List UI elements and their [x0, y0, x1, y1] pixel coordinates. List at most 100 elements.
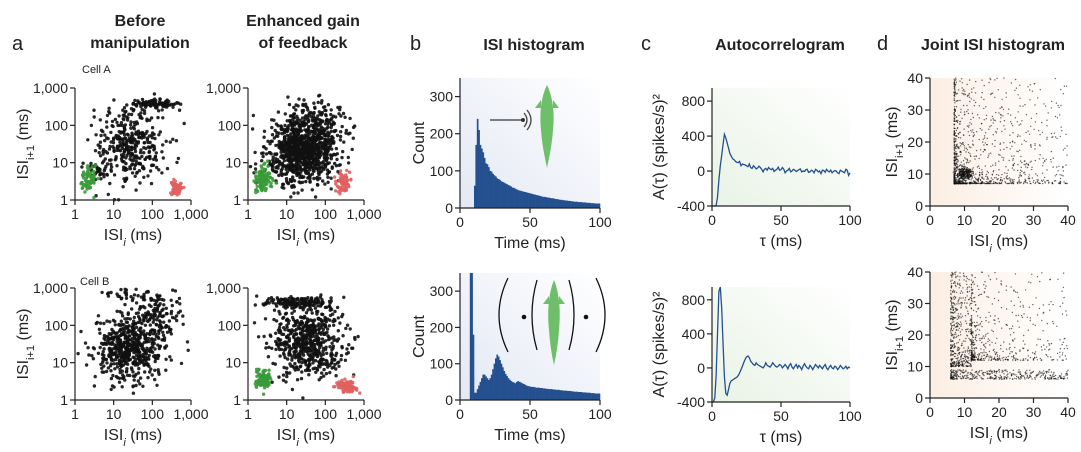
scatter-point	[1054, 180, 1057, 182]
scatter-point	[119, 364, 124, 369]
scatter-point	[1020, 169, 1022, 171]
scatter-point	[126, 311, 130, 315]
scatter-point	[299, 376, 304, 381]
scatter-point	[289, 195, 293, 199]
scatter-point	[158, 130, 162, 134]
scatter-point	[1019, 84, 1021, 87]
scatter-point	[282, 365, 286, 370]
panel-letter-c: c	[641, 33, 651, 55]
scatter-point	[254, 170, 258, 174]
scatter-point	[974, 101, 977, 104]
scatter-point	[990, 177, 993, 179]
scatter-point	[1014, 78, 1017, 81]
scatter-point	[149, 99, 153, 104]
scatter-point	[142, 151, 146, 155]
scatter-point	[969, 122, 971, 124]
scatter-point	[325, 156, 329, 160]
scatter-point	[148, 370, 152, 374]
scatter-point	[953, 97, 955, 99]
scatter-point	[1064, 147, 1066, 149]
scatter-point	[991, 92, 994, 95]
panel-letter-b: b	[410, 33, 421, 55]
scatter-point	[330, 353, 335, 357]
scatter-point	[322, 167, 326, 171]
scatter-point	[998, 169, 1000, 171]
scatter-point	[302, 136, 307, 141]
scatter-point	[126, 133, 130, 137]
axis-label: ISIi (ms)	[104, 427, 162, 449]
scatter-point	[111, 141, 116, 145]
scatter-point	[995, 111, 997, 114]
scatter-point	[155, 165, 159, 170]
scatter-point	[126, 151, 130, 155]
scatter-point	[296, 367, 300, 372]
scatter-point	[164, 306, 168, 310]
scatter-point	[964, 166, 967, 168]
scatter-point	[970, 123, 973, 125]
histogram-bar	[472, 334, 475, 400]
scatter-point	[261, 392, 266, 396]
scatter-point	[334, 374, 338, 378]
scatter-point	[988, 81, 990, 84]
scatter-point	[983, 137, 986, 139]
scatter-point	[157, 109, 161, 113]
scatter-point	[138, 382, 142, 386]
scatter-point	[106, 192, 111, 197]
scatter-point	[340, 378, 344, 382]
scatter-point	[970, 118, 972, 121]
scatter-point	[92, 115, 96, 119]
scatter-point	[107, 347, 112, 351]
scatter-point	[1026, 166, 1029, 169]
scatter-point	[316, 114, 320, 118]
scatter-point	[1006, 175, 1008, 177]
scatter-point	[161, 143, 165, 147]
scatter-point	[143, 333, 147, 338]
scatter-point	[103, 133, 107, 137]
scatter-point	[167, 319, 172, 323]
scatter-point	[1066, 182, 1068, 185]
scatter-point	[329, 108, 333, 112]
scatter-point	[125, 362, 130, 366]
scatter-point	[167, 99, 171, 104]
scatter-point	[1000, 106, 1003, 108]
scatter-point	[957, 179, 959, 181]
scatter-point	[341, 111, 346, 116]
scatter-point	[314, 370, 318, 374]
scatter-point	[255, 184, 259, 188]
y-tick-label: 10	[225, 355, 241, 371]
scatter-point	[955, 180, 958, 183]
scatter-point	[253, 162, 258, 166]
scatter-point	[102, 168, 107, 173]
scatter-point	[136, 314, 141, 319]
scatter-point	[301, 396, 305, 400]
scatter-point	[1050, 161, 1052, 163]
scatter-point	[305, 164, 309, 169]
scatter-point	[150, 373, 154, 377]
scatter-point	[133, 321, 138, 326]
scatter-point	[961, 182, 963, 185]
scatter-point	[109, 376, 114, 381]
scatter-point	[1024, 164, 1027, 166]
scatter-point	[1011, 179, 1014, 181]
scatter-point	[335, 152, 339, 156]
scatter-point	[953, 91, 955, 93]
scatter-point	[257, 373, 261, 377]
scatter-point	[984, 142, 987, 144]
scatter-point	[125, 103, 129, 107]
scatter-point	[339, 358, 343, 362]
scatter-point	[322, 374, 326, 378]
scatter-point	[1025, 131, 1027, 134]
scatter-point	[986, 176, 989, 178]
scatter-point	[103, 138, 107, 143]
scatter-point	[1010, 121, 1012, 123]
scatter-point	[294, 171, 298, 175]
scatter-point	[961, 117, 963, 120]
scatter-point	[328, 153, 333, 157]
scatter-point	[151, 328, 155, 332]
scatter-point	[118, 343, 122, 347]
scatter-point	[97, 327, 102, 331]
scatter-point	[341, 177, 345, 181]
scatter-point	[955, 182, 957, 185]
y-tick-label: 200	[430, 126, 454, 142]
